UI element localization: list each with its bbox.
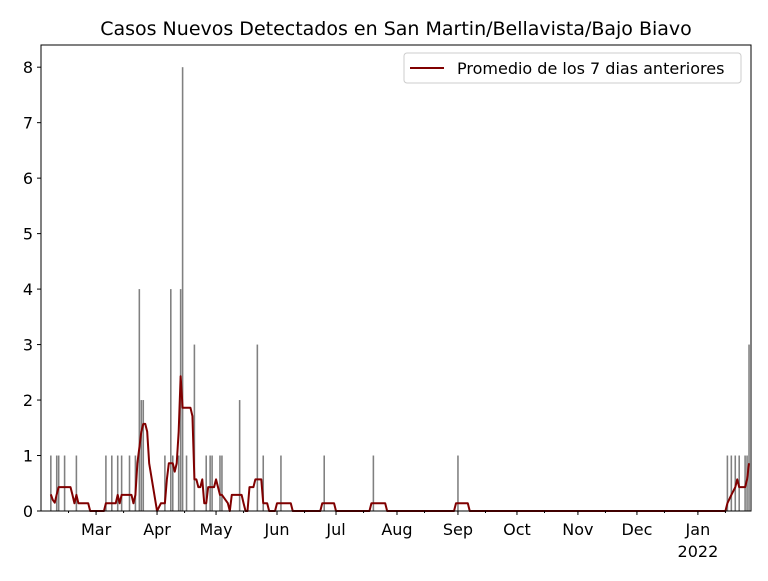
- axes-layer: 0 1 2 3 4 5 6 7 8 Mar Apr May Jun Jul Aug Sep Oct Nov Dec J…: [23, 44, 752, 561]
- chart-title: Casos Nuevos Detectados en San Martin/Be…: [100, 18, 692, 40]
- y-tick-label-1: 1: [23, 447, 33, 466]
- line-layer: [49, 375, 751, 512]
- bar-4: [75, 455, 78, 511]
- bar-20: [185, 455, 188, 511]
- bar-11: [138, 289, 141, 511]
- x-tick-label-Jan: Jan: [685, 520, 711, 539]
- x-tick-label-Nov: Nov: [562, 520, 593, 539]
- bar-28: [256, 344, 259, 511]
- y-tick-label-5: 5: [23, 225, 33, 244]
- bar-32: [372, 455, 375, 511]
- bar-2: [57, 455, 60, 511]
- bar-3: [63, 455, 66, 511]
- bar-0: [50, 455, 52, 511]
- bar-26: [221, 455, 223, 511]
- bar-17: [177, 455, 180, 511]
- bar-13: [142, 400, 145, 511]
- bar-1: [55, 455, 58, 511]
- bar-40: [748, 344, 750, 511]
- x-tick-label-Jun: Jun: [264, 520, 290, 539]
- x-tick-label-May: May: [200, 520, 233, 539]
- legend: Promedio de los 7 dias anteriores: [403, 52, 742, 84]
- bar-24: [211, 455, 213, 511]
- y-tick-label-3: 3: [23, 336, 33, 355]
- plot-frame: [40, 44, 752, 512]
- bar-23: [209, 455, 211, 511]
- y-tick-label-7: 7: [23, 114, 33, 133]
- x-tick-label-Dec: Dec: [621, 520, 652, 539]
- average-line: [49, 375, 751, 512]
- bar-34: [726, 455, 729, 511]
- legend-box: [403, 52, 742, 84]
- bar-14: [164, 455, 166, 511]
- bar-27: [238, 400, 241, 511]
- bar-9: [128, 455, 131, 511]
- bar-31: [323, 455, 325, 511]
- y-tick-label-8: 8: [23, 58, 33, 77]
- bar-35: [730, 455, 733, 511]
- y-tick-label-2: 2: [23, 391, 33, 410]
- legend-label: Promedio de los 7 dias anteriores: [457, 59, 724, 78]
- y-tick-label-0: 0: [23, 502, 33, 521]
- bar-21: [193, 344, 196, 511]
- bar-7: [116, 455, 119, 511]
- bar-19: [181, 67, 184, 511]
- x-tick-label-Oct: Oct: [503, 520, 531, 539]
- bar-25: [219, 455, 221, 511]
- bar-29: [262, 455, 265, 511]
- y-tick-label-6: 6: [23, 169, 33, 188]
- bar-12: [140, 400, 143, 511]
- x-tick-label-Aug: Aug: [381, 520, 412, 539]
- bar-8: [120, 455, 123, 511]
- y-tick-label-4: 4: [23, 280, 33, 299]
- bar-5: [105, 455, 107, 511]
- x-tick-sublabel-2022: 2022: [678, 542, 719, 561]
- bar-30: [280, 455, 282, 511]
- x-tick-label-Sep: Sep: [443, 520, 473, 539]
- bar-33: [457, 455, 459, 511]
- bar-6: [111, 455, 113, 511]
- x-tick-label-Mar: Mar: [81, 520, 112, 539]
- bar-15: [170, 289, 172, 511]
- x-tick-label-Jul: Jul: [325, 520, 345, 539]
- x-tick-label-Apr: Apr: [143, 520, 171, 539]
- bar-16: [171, 455, 174, 511]
- bar-22: [205, 455, 207, 511]
